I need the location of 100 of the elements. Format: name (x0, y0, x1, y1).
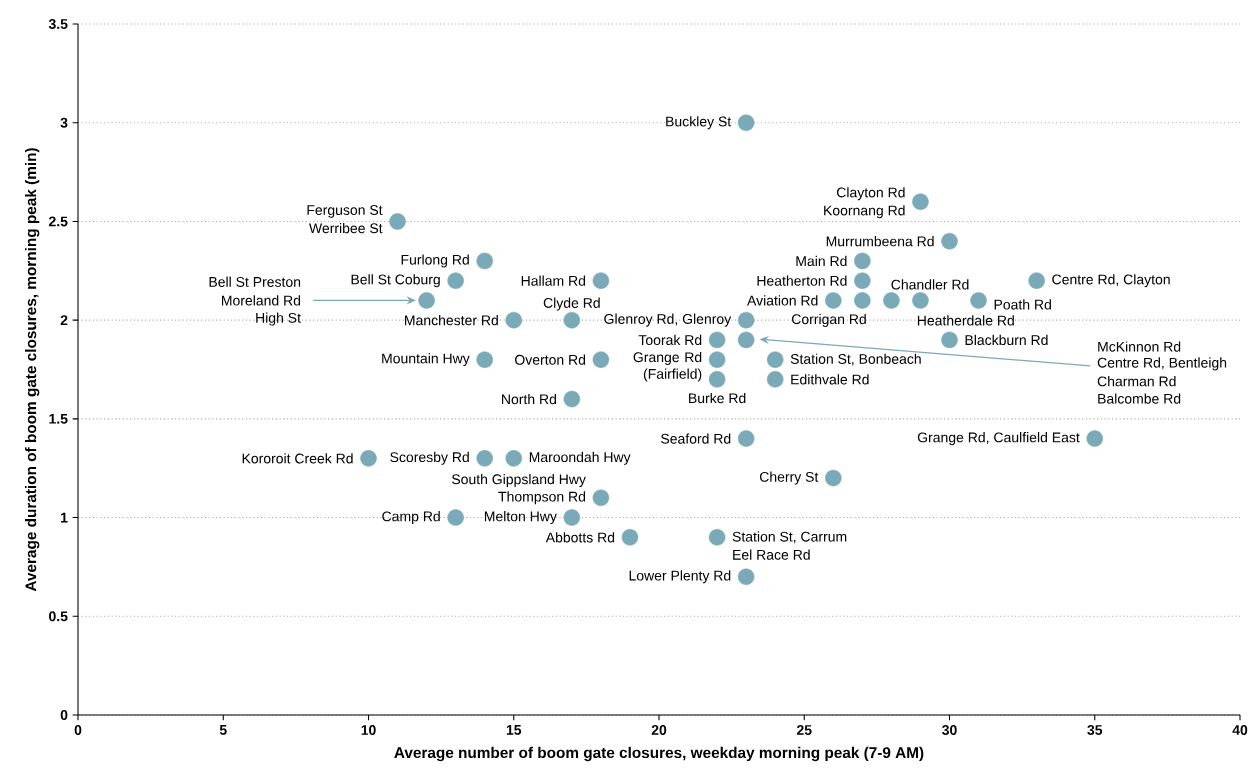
point (1028, 272, 1045, 289)
annotation: Manchester Rd (405, 315, 498, 326)
annotation: McKinnon Rd (1098, 341, 1181, 352)
annotation: Station St, Carrum (732, 531, 847, 544)
y-tick-label: 2.5 (48, 216, 68, 227)
point (941, 331, 958, 349)
annotation: Buckley St (666, 116, 732, 130)
annotation: Werribee St (309, 222, 383, 234)
x-tick-label: 40 (1232, 725, 1248, 735)
point (447, 509, 464, 526)
annotation: Mountain Hwy (382, 353, 470, 367)
x-tick-label: 20 (651, 725, 667, 735)
point (766, 371, 784, 388)
annotation: Charman Rd (1097, 376, 1176, 387)
annotation: Main Rd (796, 255, 847, 267)
point (737, 331, 755, 349)
point (389, 213, 406, 230)
point (766, 351, 784, 368)
annotation: Clayton Rd (836, 187, 905, 201)
annotation: Bell St Coburg (351, 274, 440, 288)
y-axis-title: Average duration of boom gate closures, morning peak (min) (24, 148, 40, 592)
point (708, 529, 726, 546)
annotation: Thompson Rd (498, 491, 586, 505)
point (592, 489, 610, 507)
annotation: South Gippsland Hwy (451, 473, 586, 488)
point (476, 252, 493, 270)
annotation: Koornang Rd (824, 205, 905, 219)
annotation: Maroondah Hwy (529, 451, 631, 465)
y-tick-label: 0.5 (49, 611, 68, 622)
annotation: Glenroy Rd, Glenroy (604, 313, 732, 327)
annotation: Bell St Preston (209, 276, 301, 287)
point (563, 390, 581, 408)
y-tick-label: 3 (60, 117, 68, 128)
point (883, 292, 900, 309)
y-tick-label: 3.5 (48, 19, 68, 29)
point (970, 292, 987, 309)
point (505, 311, 523, 329)
point (563, 311, 581, 329)
annotation: Eel Race Rd (733, 549, 810, 560)
point (941, 232, 958, 250)
annotation: Grange Rd, Caulfield East (917, 432, 1080, 446)
annotation: Furlong Rd (401, 254, 469, 268)
point (737, 114, 755, 131)
annotation: Heatherton Rd (757, 275, 847, 286)
annotation: Corrigan Rd (791, 313, 866, 327)
annotation: Poath Rd (994, 299, 1051, 310)
y-tick-label: 2 (60, 315, 68, 326)
point (505, 450, 523, 467)
point (854, 252, 871, 270)
annotation: Balcombe Rd (1098, 393, 1181, 404)
annotation: Murrumbeena Rd (826, 236, 934, 247)
annotation: Chandler Rd (891, 279, 969, 290)
point (1086, 430, 1104, 447)
annotation: Blackburn Rd (965, 334, 1048, 346)
point (708, 331, 726, 349)
annotation: High St (256, 312, 301, 326)
annotation: Camp Rd (382, 511, 440, 525)
point (854, 272, 871, 289)
annotation: Burke Rd (689, 392, 746, 404)
point (912, 292, 929, 309)
x-tick-label: 25 (796, 725, 812, 735)
annotation: Hallam Rd (521, 275, 586, 286)
point (621, 529, 639, 546)
annotation: Edithvale Rd (791, 374, 869, 385)
annotation: Kororoit Creek Rd (242, 453, 353, 464)
annotation: Moreland Rd (222, 295, 301, 306)
x-tick-label: 35 (1087, 725, 1103, 735)
annotation: Seaford Rd (661, 433, 731, 444)
annotation: Scoresby Rd (390, 451, 469, 465)
point (563, 509, 581, 526)
annotation: Centre Rd, Clayton (1052, 274, 1170, 288)
annotation: Clyde Rd (543, 297, 600, 311)
point (737, 568, 755, 586)
annotation: Abbotts Rd (545, 532, 615, 543)
point (825, 292, 842, 309)
annotation: Heatherdale Rd (917, 315, 1014, 326)
y-tick-label: 0 (60, 710, 68, 720)
x-tick-label: 0 (74, 725, 82, 735)
point (708, 351, 726, 368)
annotation: Toorak Rd (638, 334, 702, 346)
point (912, 193, 929, 210)
annotation: Melton Hwy (484, 511, 557, 525)
annotation: Grange Rd (Fairfield) (633, 351, 702, 382)
annotation: Overton Rd (515, 354, 586, 365)
y-tick-label: 1 (61, 512, 68, 523)
x-tick-label: 15 (506, 725, 522, 735)
point (825, 469, 842, 487)
x-tick-label: 5 (219, 725, 227, 735)
point (360, 450, 377, 467)
annotation: Cherry St (759, 471, 819, 485)
annotation: Lower Plenty Rd (629, 570, 731, 584)
point (447, 272, 464, 289)
x-axis-title: Average number of boom gate closures, weekday morning peak (7-9 AM) (394, 746, 924, 762)
point (418, 292, 435, 309)
annotation: Ferguson St (307, 205, 383, 218)
point (737, 430, 755, 447)
x-tick-label: 10 (361, 725, 376, 735)
point (854, 292, 871, 309)
annotation: Station St, Bonbeach (790, 353, 921, 366)
point (592, 272, 610, 289)
